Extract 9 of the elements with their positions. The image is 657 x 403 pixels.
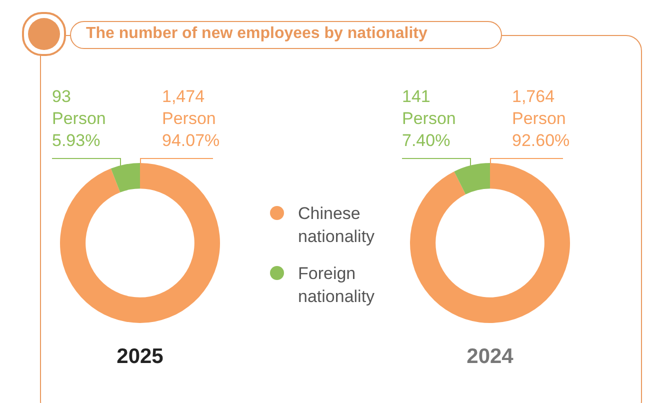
data-label: 1,474 Person 94.07% [162,86,220,152]
chart-title: The number of new employees by nationality [86,25,428,43]
legend-label: Foreign nationality [298,263,376,308]
data-label: 93 Person 5.93% [52,86,106,152]
text: 2024 [466,345,514,369]
data-label: 141 Person 7.40% [402,86,456,152]
data-label: 1,764 Person 92.60% [512,86,570,152]
legend-label: Chinese nationality [298,203,376,248]
text: 2025 [116,345,164,369]
